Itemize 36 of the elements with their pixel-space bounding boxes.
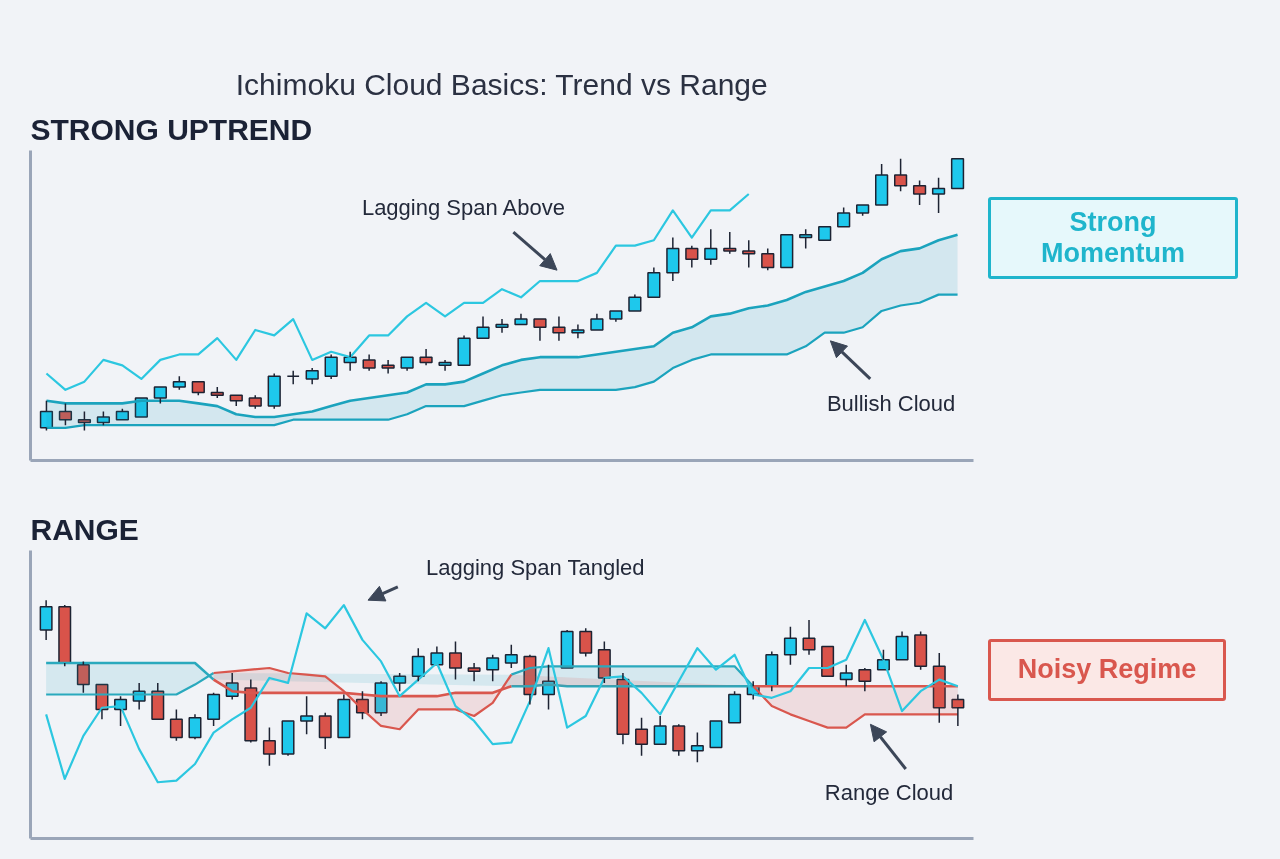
candlestick (419, 348, 433, 367)
annotation: Lagging Span Above (361, 195, 565, 221)
candlestick (362, 353, 376, 372)
candlestick (374, 680, 388, 717)
candlestick (666, 236, 680, 282)
candlestick (267, 372, 281, 410)
candlestick (438, 359, 452, 372)
candlestick (704, 228, 718, 266)
candlestick (248, 394, 262, 410)
candlestick (765, 650, 779, 692)
candlestick (839, 663, 853, 687)
candlestick (318, 711, 332, 750)
candlestick (39, 599, 53, 641)
candlestick (495, 318, 509, 334)
text: Lagging Span Tangled (426, 554, 645, 580)
candlestick (552, 315, 566, 342)
candlestick (616, 672, 630, 745)
candlestick (742, 239, 756, 269)
chart-title: RANGE (30, 512, 139, 546)
chart-subtitle: STRONG UPTREND (30, 112, 313, 146)
candlestick (571, 323, 585, 339)
text: Noisy Regime (988, 639, 1226, 701)
chart-title: Ichimoku Cloud Basics: Trend vs Range (235, 67, 768, 101)
candlestick (723, 231, 737, 255)
candlestick (324, 353, 338, 380)
candlestick (467, 662, 481, 683)
annotation: Bullish Cloud (826, 390, 956, 416)
candlestick (286, 370, 300, 386)
candlestick (685, 244, 699, 269)
candlestick (802, 619, 816, 656)
candlestick (672, 723, 686, 757)
candlestick (188, 713, 202, 740)
text: Strong Momentum (988, 197, 1238, 279)
candlestick (381, 359, 395, 375)
text: Range Cloud (824, 779, 954, 805)
candlestick (305, 367, 319, 386)
